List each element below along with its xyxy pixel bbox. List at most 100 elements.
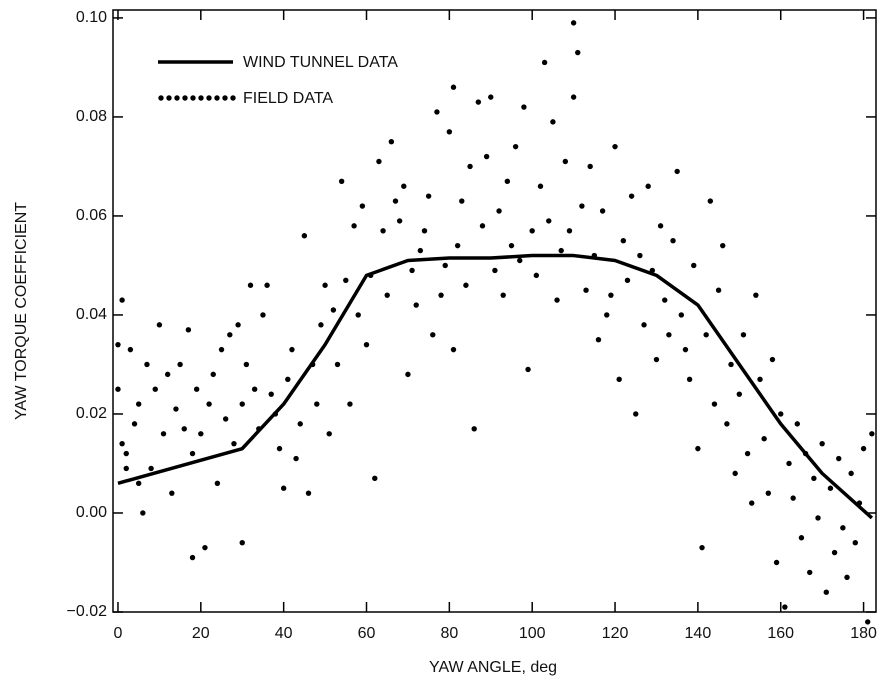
y-tick-label: 0.00 bbox=[76, 504, 107, 521]
field-point bbox=[475, 99, 482, 105]
field-point bbox=[778, 411, 784, 417]
field-point bbox=[620, 238, 627, 244]
legend-dot bbox=[190, 95, 196, 101]
field-point bbox=[546, 218, 552, 224]
field-point bbox=[396, 218, 403, 224]
field-point bbox=[256, 426, 262, 432]
field-point bbox=[836, 455, 842, 462]
field-point bbox=[860, 445, 867, 452]
field-point bbox=[525, 366, 531, 373]
field-point bbox=[633, 411, 639, 417]
field-point bbox=[330, 307, 337, 313]
field-point bbox=[405, 371, 411, 378]
legend-label: WIND TUNNEL DATA bbox=[243, 54, 398, 71]
field-point bbox=[786, 460, 792, 467]
field-point bbox=[740, 332, 747, 338]
field-point bbox=[483, 153, 490, 160]
field-point bbox=[276, 445, 283, 452]
field-point bbox=[144, 361, 150, 368]
legend-dot bbox=[230, 95, 236, 101]
field-point bbox=[260, 312, 266, 318]
field-point bbox=[119, 440, 125, 447]
field-point bbox=[388, 138, 395, 145]
field-point bbox=[844, 574, 850, 581]
field-point bbox=[508, 242, 515, 249]
field-point bbox=[326, 431, 332, 437]
field-point bbox=[181, 426, 187, 432]
field-point bbox=[819, 440, 825, 447]
field-point bbox=[678, 312, 685, 318]
field-point bbox=[380, 228, 386, 234]
field-point bbox=[496, 208, 502, 214]
field-point bbox=[744, 450, 751, 457]
field-point bbox=[695, 445, 701, 452]
x-tick-label: 100 bbox=[519, 625, 546, 642]
field-point bbox=[682, 346, 689, 353]
field-point bbox=[210, 371, 216, 378]
field-point bbox=[367, 272, 374, 279]
field-point bbox=[218, 346, 225, 353]
field-point bbox=[595, 337, 602, 343]
x-tick-label: 160 bbox=[767, 625, 794, 642]
field-point bbox=[305, 490, 312, 496]
field-point bbox=[724, 421, 730, 427]
field-point bbox=[753, 292, 759, 298]
field-point bbox=[579, 203, 585, 209]
field-point bbox=[608, 292, 614, 298]
field-point bbox=[115, 386, 121, 392]
field-point bbox=[156, 322, 163, 328]
y-tick-label: 0.02 bbox=[76, 405, 107, 422]
field-point bbox=[425, 193, 432, 199]
field-point bbox=[202, 544, 208, 551]
field-point bbox=[272, 411, 279, 417]
field-point bbox=[691, 262, 697, 269]
field-point bbox=[500, 292, 506, 298]
field-point bbox=[214, 480, 221, 486]
legend-dot bbox=[214, 95, 220, 101]
x-tick-label: 20 bbox=[192, 625, 210, 642]
field-point bbox=[409, 267, 415, 274]
field-point bbox=[160, 431, 167, 437]
field-point bbox=[198, 431, 204, 437]
field-point bbox=[798, 535, 805, 541]
field-point bbox=[322, 282, 328, 288]
field-point bbox=[504, 178, 511, 184]
x-tick-label: 140 bbox=[685, 625, 712, 642]
field-point bbox=[351, 223, 357, 229]
legend-dot bbox=[206, 95, 212, 101]
field-point bbox=[670, 238, 676, 244]
field-point bbox=[235, 322, 241, 328]
field-point bbox=[856, 500, 863, 506]
field-point bbox=[840, 525, 846, 531]
field-point bbox=[401, 183, 407, 189]
field-point bbox=[711, 401, 718, 407]
field-point bbox=[289, 346, 295, 353]
field-point bbox=[251, 386, 258, 392]
field-point bbox=[616, 376, 622, 383]
field-point bbox=[831, 549, 838, 556]
field-point bbox=[463, 282, 469, 288]
field-point bbox=[347, 401, 353, 407]
field-point bbox=[794, 421, 800, 427]
field-point bbox=[334, 361, 341, 368]
field-point bbox=[318, 322, 324, 328]
field-point bbox=[790, 495, 796, 501]
field-point bbox=[761, 436, 767, 442]
field-point bbox=[450, 84, 457, 90]
field-point bbox=[355, 312, 361, 318]
field-point bbox=[736, 391, 743, 397]
field-point bbox=[699, 544, 705, 551]
field-point bbox=[811, 475, 817, 482]
field-point bbox=[628, 193, 635, 199]
field-point bbox=[164, 371, 171, 378]
field-point bbox=[488, 94, 494, 100]
x-axis-label: YAW ANGLE, deg bbox=[429, 659, 557, 676]
field-point bbox=[773, 559, 780, 566]
field-point bbox=[359, 203, 366, 209]
field-point bbox=[280, 485, 287, 491]
legend-dot bbox=[182, 95, 188, 101]
y-tick-label: 0.10 bbox=[76, 9, 107, 26]
legend-dot bbox=[198, 95, 204, 101]
field-point bbox=[185, 327, 192, 333]
legend-label: FIELD DATA bbox=[243, 90, 333, 107]
